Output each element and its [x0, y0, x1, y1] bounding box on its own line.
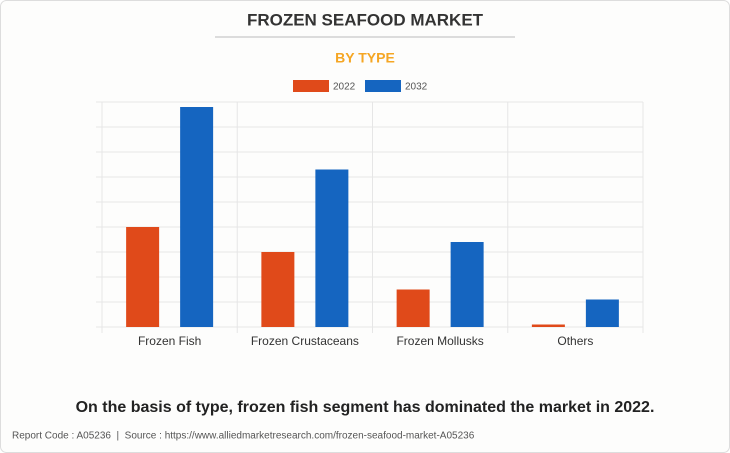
chart-title: FROZEN SEAFOOD MARKET [247, 10, 484, 29]
legend-label: 2022 [333, 82, 356, 93]
x-tick-label: Frozen Mollusks [396, 334, 483, 348]
bar [180, 107, 214, 327]
bar [315, 169, 349, 327]
caption: On the basis of type, frozen fish segmen… [76, 399, 655, 416]
bar [450, 242, 484, 327]
legend-swatch [365, 80, 401, 92]
footer: Report Code : A05236 | Source : https://… [12, 431, 475, 442]
legend-label: 2032 [405, 82, 428, 93]
bar [261, 252, 295, 327]
x-tick-label: Frozen Crustaceans [251, 334, 359, 348]
bar [126, 227, 160, 327]
bar [531, 324, 565, 327]
chart-subtitle: BY TYPE [335, 50, 395, 66]
bar [396, 289, 430, 327]
x-tick-label: Others [557, 334, 593, 348]
bar [585, 299, 619, 327]
legend-swatch [293, 80, 329, 92]
x-tick-label: Frozen Fish [138, 334, 201, 348]
